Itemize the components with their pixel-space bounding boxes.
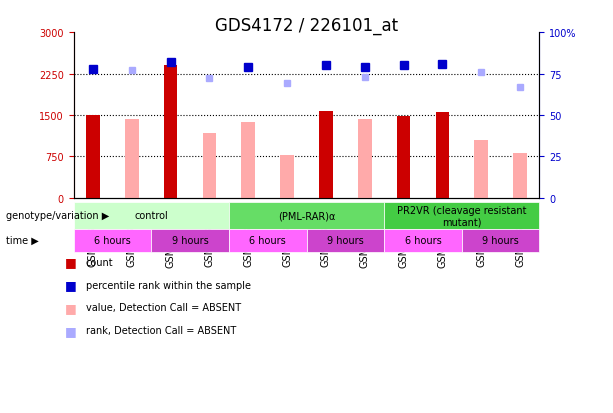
- Text: GDS4172 / 226101_at: GDS4172 / 226101_at: [215, 17, 398, 34]
- Text: 9 hours: 9 hours: [327, 235, 364, 246]
- Bar: [164, 66, 177, 198]
- Text: PR2VR (cleavage resistant
mutant): PR2VR (cleavage resistant mutant): [397, 205, 527, 227]
- Text: 9 hours: 9 hours: [172, 235, 208, 246]
- Text: value, Detection Call = ABSENT: value, Detection Call = ABSENT: [86, 303, 241, 313]
- Bar: [125, 120, 139, 198]
- Bar: [86, 116, 100, 198]
- Bar: [280, 156, 294, 198]
- Bar: [474, 140, 488, 198]
- Bar: [242, 122, 255, 198]
- Text: ■: ■: [64, 278, 77, 292]
- Text: 6 hours: 6 hours: [405, 235, 441, 246]
- Bar: [319, 111, 333, 198]
- Text: percentile rank within the sample: percentile rank within the sample: [86, 280, 251, 290]
- Text: ■: ■: [64, 301, 77, 314]
- Text: rank, Detection Call = ABSENT: rank, Detection Call = ABSENT: [86, 325, 236, 335]
- Text: 6 hours: 6 hours: [249, 235, 286, 246]
- Text: genotype/variation ▶: genotype/variation ▶: [6, 211, 109, 221]
- Bar: [513, 154, 527, 198]
- Bar: [397, 117, 410, 198]
- Text: ■: ■: [64, 324, 77, 337]
- Text: time ▶: time ▶: [6, 235, 39, 246]
- Text: 6 hours: 6 hours: [94, 235, 131, 246]
- Bar: [203, 133, 216, 198]
- Text: count: count: [86, 257, 113, 267]
- Bar: [358, 119, 371, 198]
- Bar: [436, 112, 449, 198]
- Text: control: control: [134, 211, 168, 221]
- Text: 9 hours: 9 hours: [482, 235, 519, 246]
- Text: ■: ■: [64, 256, 77, 269]
- Text: (PML-RAR)α: (PML-RAR)α: [278, 211, 335, 221]
